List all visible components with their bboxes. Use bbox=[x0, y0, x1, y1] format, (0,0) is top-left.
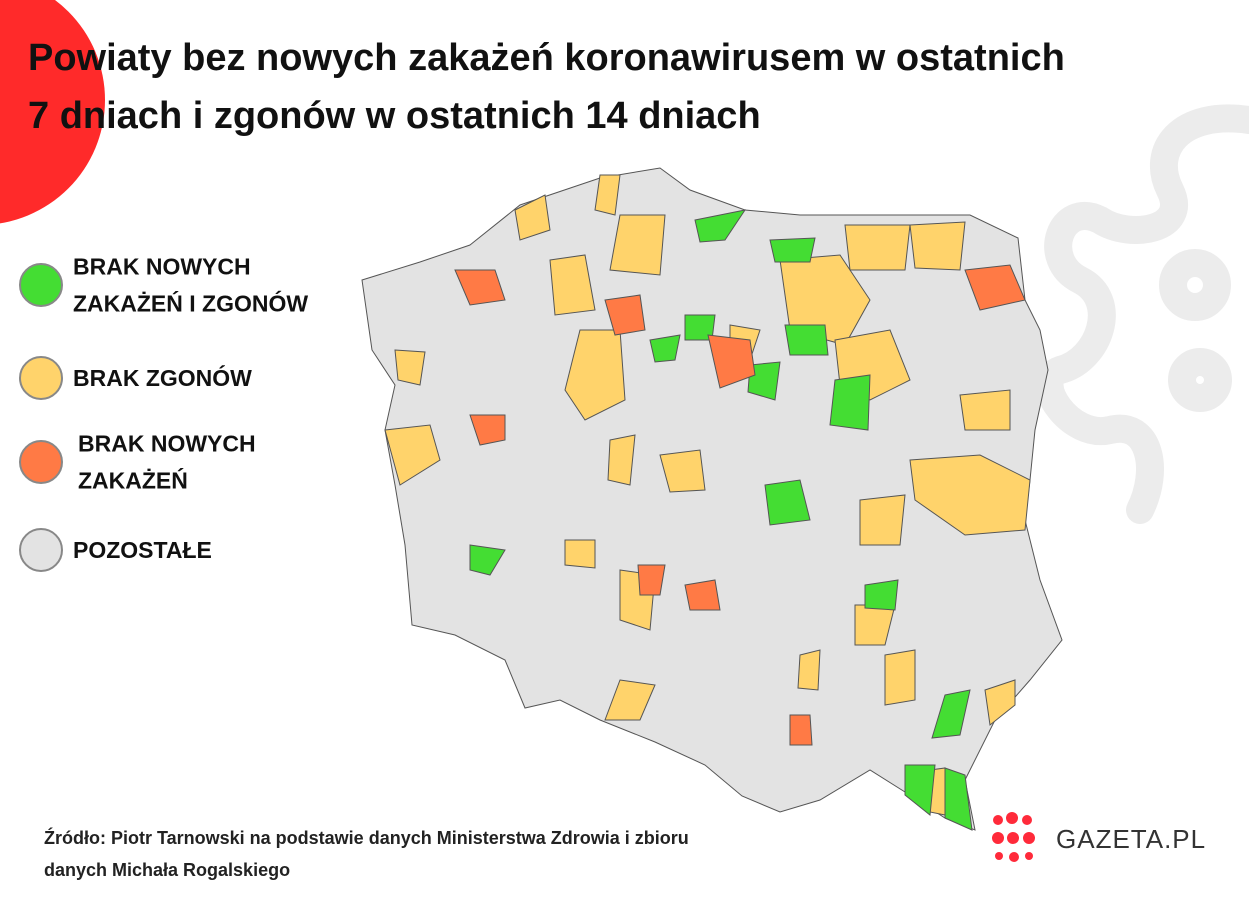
title-line: 7 dniach i zgonów w ostatnich 14 dniach bbox=[28, 95, 761, 137]
legend-label: POZOSTAŁE bbox=[73, 537, 212, 563]
legend-label: ZAKAŻEŃ I ZGONÓW bbox=[73, 290, 308, 317]
legend-swatch bbox=[19, 356, 63, 400]
source-line: Źródło: Piotr Tarnowski na podstawie dan… bbox=[44, 827, 689, 848]
legend-swatch bbox=[19, 263, 63, 307]
legend-swatch bbox=[19, 528, 63, 572]
region-green bbox=[469, 209, 973, 831]
source-line: danych Michała Rogalskiego bbox=[44, 860, 290, 880]
logo-dots bbox=[992, 812, 1035, 862]
region-yellow bbox=[384, 174, 1031, 816]
legend-label: BRAK NOWYCH bbox=[73, 254, 251, 280]
decor-circle bbox=[0, 0, 105, 224]
logo-text: GAZETA.PL bbox=[1056, 824, 1206, 854]
legend: BRAK NOWYCH ZAKAŻEŃ I ZGONÓW BRAK ZGONÓW BR… bbox=[19, 254, 308, 572]
region-orange bbox=[454, 264, 1026, 746]
map bbox=[361, 167, 1063, 831]
legend-label: BRAK ZGONÓW bbox=[73, 364, 252, 391]
legend-swatch bbox=[19, 440, 63, 484]
title-line: Powiaty bez nowych zakażeń koronawirusem… bbox=[28, 37, 1065, 79]
legend-label: ZAKAŻEŃ bbox=[78, 467, 188, 494]
legend-label: BRAK NOWYCH bbox=[78, 431, 256, 457]
decor-virus bbox=[1035, 104, 1249, 524]
